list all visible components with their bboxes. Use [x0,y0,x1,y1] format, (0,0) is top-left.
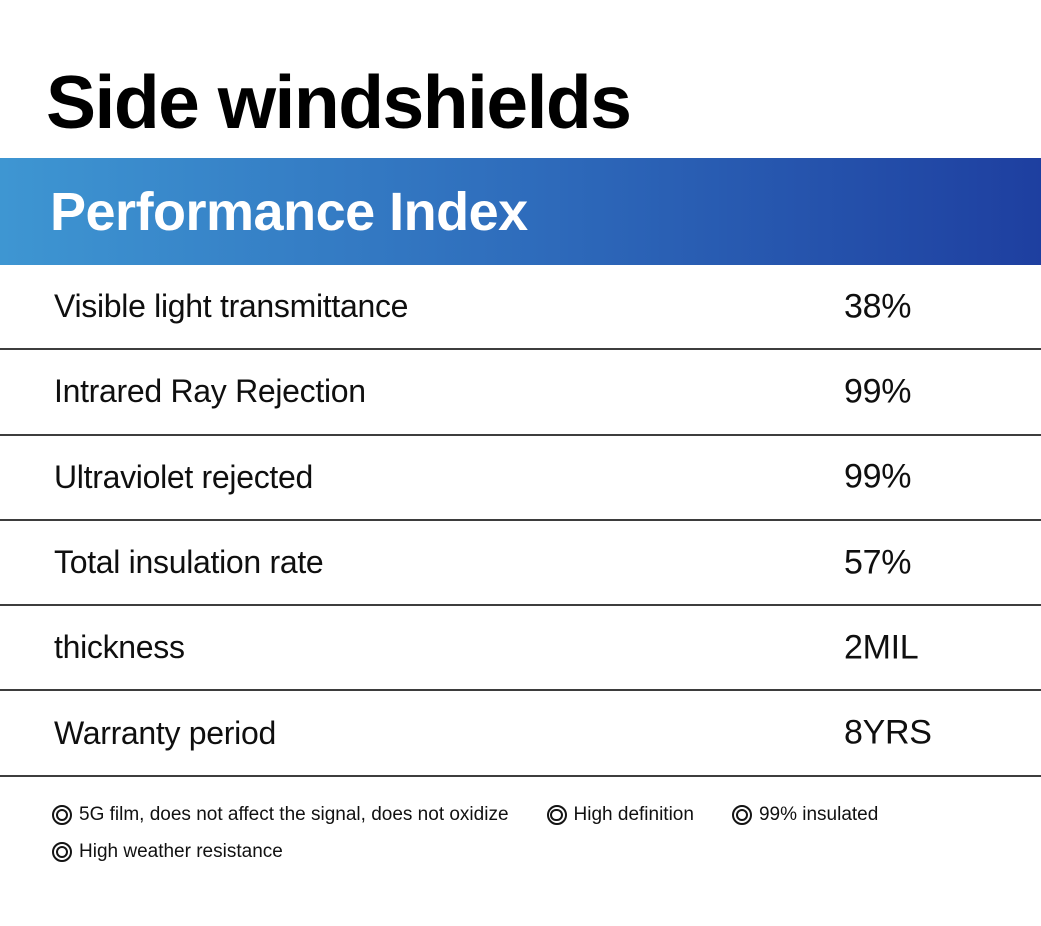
table-row-thickness: thickness 2MIL [0,606,1041,692]
row-value: 99% [844,457,912,496]
feature-notes-line-2: High weather resistance [52,841,1041,863]
double-ring-icon [52,804,72,825]
row-value: 8YRS [844,713,932,752]
row-label: Visible light transmittance [54,288,409,325]
row-value: 2MIL [844,628,919,667]
header: Side windshields [0,0,1041,158]
performance-spec-table: Visible light transmittance 38% Intrared… [0,265,1041,777]
row-label: Warranty period [54,714,276,751]
banner-title: Performance Index [50,181,528,242]
double-ring-icon-inner [735,808,749,822]
feature-item-insulated: 99% insulated [731,803,879,826]
row-value: 57% [844,543,912,582]
double-ring-icon-inner [550,808,563,822]
double-ring-icon-inner [55,845,69,859]
table-row-visible-light: Visible light transmittance 38% [0,265,1041,351]
feature-item-high-definition: High definition [546,803,694,826]
table-row-infrared: Intrared Ray Rejection 99% [0,350,1041,436]
feature-notes: 5G film, does not affect the signal, doe… [0,777,1041,863]
performance-index-banner: Performance Index [0,158,1041,265]
feature-label: 99% insulated [758,803,879,825]
row-label: Total insulation rate [54,544,324,581]
row-label: thickness [54,629,185,666]
feature-item-weather-resistance: High weather resistance [52,841,283,863]
double-ring-icon [52,841,72,862]
double-ring-icon [546,804,567,825]
row-value: 99% [844,372,912,411]
double-ring-icon-inner [55,808,69,822]
table-row-ultraviolet: Ultraviolet rejected 99% [0,436,1041,521]
table-row-warranty: Warranty period 8YRS [0,691,1041,777]
feature-item-5g-film: 5G film, does not affect the signal, doe… [52,804,509,826]
page-title: Side windshields [46,60,632,144]
feature-label: High weather resistance [79,840,283,862]
feature-notes-line-1: 5G film, does not affect the signal, doe… [52,804,1041,826]
row-value: 38% [844,287,912,326]
feature-label: 5G film, does not affect the signal, doe… [79,803,509,825]
double-ring-icon [731,804,752,825]
row-label: Intrared Ray Rejection [54,373,366,410]
table-row-insulation: Total insulation rate 57% [0,521,1041,607]
feature-label: High definition [573,803,694,825]
row-label: Ultraviolet rejected [54,458,314,495]
